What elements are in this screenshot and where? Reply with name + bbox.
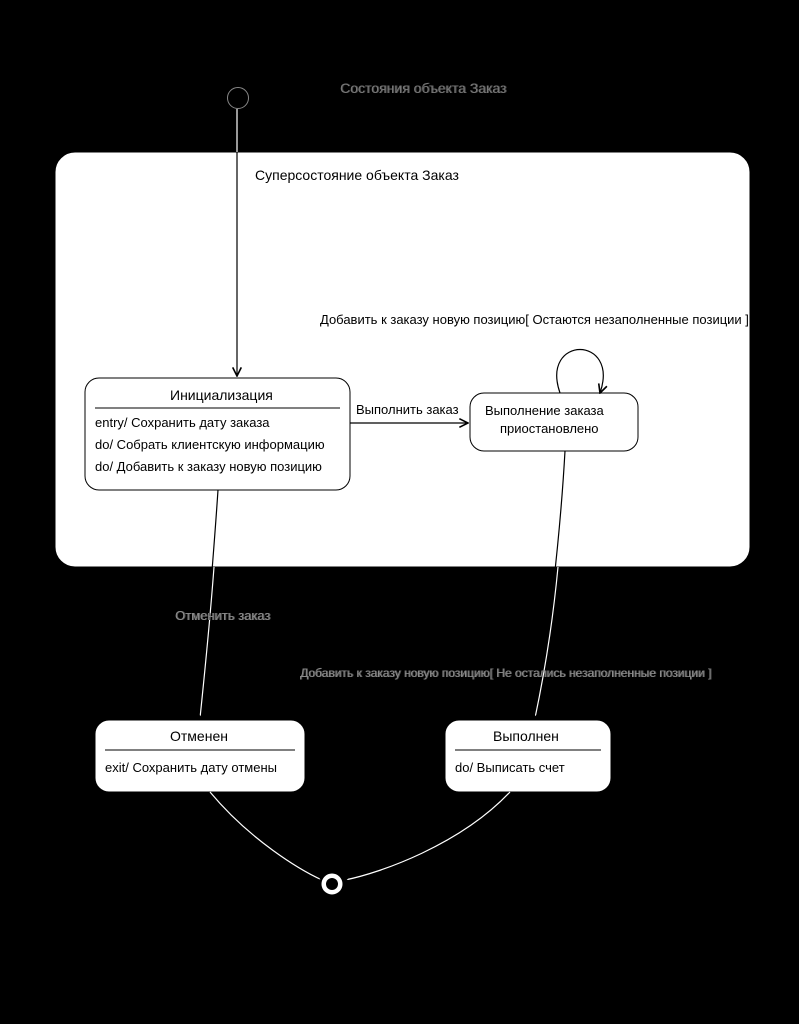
edge-cancelled-to-final bbox=[210, 792, 322, 880]
state-cancelled-act-0: exit/ Сохранить дату отмены bbox=[105, 760, 277, 775]
superstate-title: Суперсостояние объекта Заказ bbox=[255, 167, 459, 183]
edge-label-cancel: Отменить заказ bbox=[175, 608, 270, 623]
edge-label-complete: Добавить к заказу новую позицию[ Не оста… bbox=[300, 666, 711, 680]
state-diagram bbox=[0, 0, 799, 1024]
state-init-title: Инициализация bbox=[170, 387, 273, 403]
diagram-title: Состояния объекта Заказ bbox=[340, 80, 506, 96]
state-init-act-0: entry/ Сохранить дату заказа bbox=[95, 415, 270, 430]
initial-node-visual bbox=[227, 87, 249, 109]
edge-label-exec: Выполнить заказ bbox=[356, 402, 459, 417]
state-suspended-title: Выполнение заказа bbox=[485, 403, 604, 418]
edge-label-selfloop: Добавить к заказу новую позицию[ Остаютс… bbox=[320, 312, 749, 327]
state-cancelled-title: Отменен bbox=[170, 728, 228, 744]
state-suspended-subtitle: приостановлено bbox=[500, 421, 599, 436]
superstate-box bbox=[55, 152, 750, 567]
state-init-act-1: do/ Собрать клиентскую информацию bbox=[95, 437, 325, 452]
state-completed-title: Выполнен bbox=[493, 728, 559, 744]
state-init-act-2: do/ Добавить к заказу новую позицию bbox=[95, 459, 322, 474]
edge-completed-to-final bbox=[345, 792, 510, 880]
state-completed-act-0: do/ Выписать счет bbox=[455, 760, 565, 775]
final-node-inner bbox=[326, 878, 338, 890]
